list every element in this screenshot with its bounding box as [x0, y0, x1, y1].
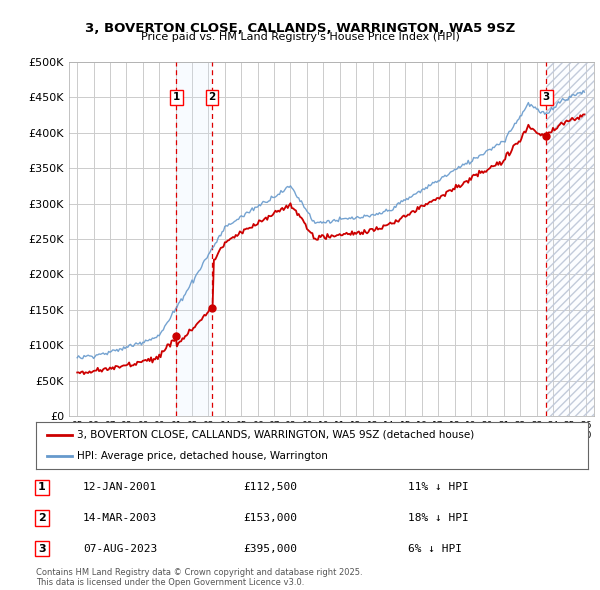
Text: 6% ↓ HPI: 6% ↓ HPI	[408, 544, 462, 553]
Text: 14-MAR-2003: 14-MAR-2003	[83, 513, 157, 523]
Text: 3, BOVERTON CLOSE, CALLANDS, WARRINGTON, WA5 9SZ (detached house): 3, BOVERTON CLOSE, CALLANDS, WARRINGTON,…	[77, 430, 475, 440]
Text: 07-AUG-2023: 07-AUG-2023	[83, 544, 157, 553]
Bar	[176, 62, 212, 416]
Text: 18% ↓ HPI: 18% ↓ HPI	[408, 513, 469, 523]
Text: HPI: Average price, detached house, Warrington: HPI: Average price, detached house, Warr…	[77, 451, 328, 461]
Text: £112,500: £112,500	[243, 483, 297, 492]
Text: 2: 2	[38, 513, 46, 523]
Text: 3, BOVERTON CLOSE, CALLANDS, WARRINGTON, WA5 9SZ: 3, BOVERTON CLOSE, CALLANDS, WARRINGTON,…	[85, 22, 515, 35]
Text: 11% ↓ HPI: 11% ↓ HPI	[408, 483, 469, 492]
Text: Price paid vs. HM Land Registry's House Price Index (HPI): Price paid vs. HM Land Registry's House …	[140, 32, 460, 42]
Text: 3: 3	[38, 544, 46, 553]
Text: 1: 1	[173, 93, 180, 102]
Text: £395,000: £395,000	[243, 544, 297, 553]
Bar	[547, 62, 594, 416]
Text: 1: 1	[38, 483, 46, 492]
Text: Contains HM Land Registry data © Crown copyright and database right 2025.
This d: Contains HM Land Registry data © Crown c…	[36, 568, 362, 587]
Bar	[547, 62, 594, 416]
Text: £153,000: £153,000	[243, 513, 297, 523]
Text: 12-JAN-2001: 12-JAN-2001	[83, 483, 157, 492]
Text: 2: 2	[208, 93, 215, 102]
Text: 3: 3	[543, 93, 550, 102]
